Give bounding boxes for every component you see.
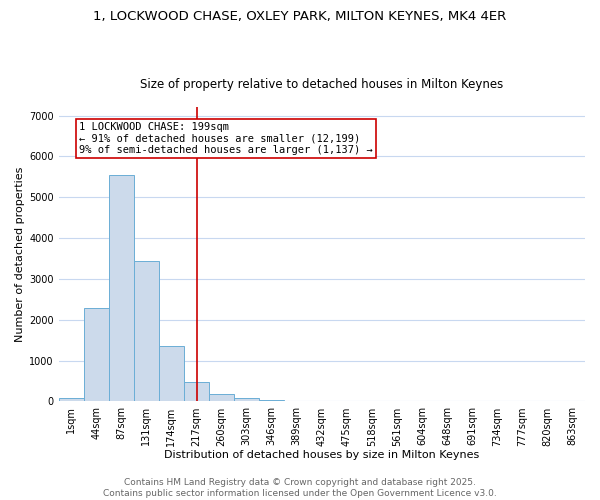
Text: Contains HM Land Registry data © Crown copyright and database right 2025.
Contai: Contains HM Land Registry data © Crown c… [103, 478, 497, 498]
Bar [209, 394, 234, 402]
Bar [59, 398, 84, 402]
Title: Size of property relative to detached houses in Milton Keynes: Size of property relative to detached ho… [140, 78, 503, 91]
Bar [159, 346, 184, 402]
Bar [234, 398, 259, 402]
Text: 1 LOCKWOOD CHASE: 199sqm
← 91% of detached houses are smaller (12,199)
9% of sem: 1 LOCKWOOD CHASE: 199sqm ← 91% of detach… [79, 122, 373, 155]
Y-axis label: Number of detached properties: Number of detached properties [15, 167, 25, 342]
X-axis label: Distribution of detached houses by size in Milton Keynes: Distribution of detached houses by size … [164, 450, 479, 460]
Text: 1, LOCKWOOD CHASE, OXLEY PARK, MILTON KEYNES, MK4 4ER: 1, LOCKWOOD CHASE, OXLEY PARK, MILTON KE… [94, 10, 506, 23]
Bar [134, 260, 159, 402]
Bar [259, 400, 284, 402]
Bar [84, 308, 109, 402]
Bar [109, 175, 134, 402]
Bar [284, 400, 309, 402]
Bar [184, 382, 209, 402]
